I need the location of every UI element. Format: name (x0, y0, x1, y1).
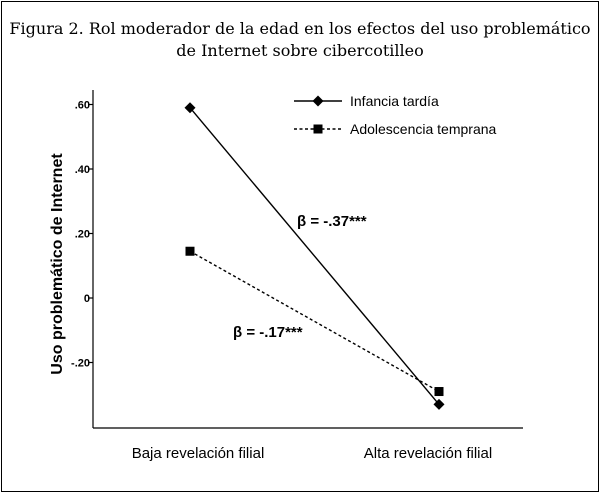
series-line (189, 250, 440, 393)
legend-item: Adolescencia temprana (294, 121, 497, 137)
series-2 (185, 246, 444, 397)
y-axis: .60 .40 .20 0 -.20 (71, 90, 94, 428)
y-tick-label: .60 (75, 100, 90, 112)
legend-label: Adolescencia temprana (350, 121, 497, 137)
x-axis: Baja revelación filial Alta revelación fi… (93, 427, 523, 462)
title-line-2: de Internet sobre cibercotilleo (176, 41, 424, 60)
legend-square-marker (313, 124, 323, 134)
legend: Infancia tardía Adolescencia temprana (294, 93, 497, 137)
x-category-label: Baja revelación filial (132, 445, 265, 462)
title-line-1: Figura 2. Rol moderador de la edad en lo… (9, 19, 591, 38)
legend-diamond-marker (312, 95, 324, 107)
y-tick-label: .20 (75, 229, 90, 241)
beta-annotation: β = -.17*** (233, 324, 303, 341)
y-tick-label: -.20 (71, 358, 90, 370)
y-tick-label: .40 (75, 164, 90, 176)
diamond-point (433, 398, 445, 410)
y-tick-label: 0 (84, 293, 90, 305)
beta-annotation: β = -.37*** (297, 213, 367, 230)
y-axis-label: Uso problemático de Internet (49, 153, 66, 375)
series-1 (184, 102, 445, 410)
square-point (185, 246, 195, 256)
legend-label: Infancia tardía (350, 93, 439, 109)
x-category-label: Alta revelación filial (364, 445, 492, 462)
figure-title: Figura 2. Rol moderador de la edad en lo… (0, 18, 600, 62)
square-point (434, 387, 444, 397)
diamond-point (184, 102, 196, 114)
legend-item: Infancia tardía (294, 93, 439, 109)
series-line (189, 107, 440, 405)
